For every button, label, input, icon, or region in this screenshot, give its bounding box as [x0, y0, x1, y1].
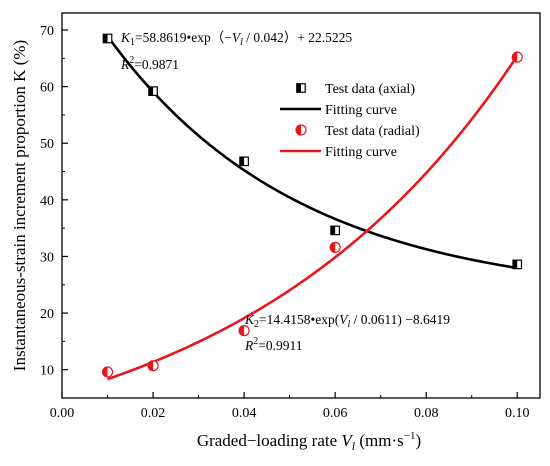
radial-data-point [147, 360, 159, 372]
axial-r-squared: R2=0.9871 [120, 55, 179, 72]
axial-data-point [148, 86, 158, 96]
x-tick-label: 0.06 [323, 406, 348, 421]
legend-axial-marker [296, 83, 306, 93]
x-tick-label: 0.04 [232, 406, 257, 421]
y-tick-label: 70 [40, 24, 54, 39]
legend-radial-marker [295, 124, 307, 136]
radial-data-point [238, 325, 250, 337]
radial-data-point [101, 366, 114, 378]
plot-area [61, 12, 541, 399]
x-tick-label: 0.08 [414, 406, 439, 421]
axial-fit-curve [106, 35, 518, 270]
axial-equation: K1=58.8619•exp（−Vl / 0.042）+ 22.5225 [120, 30, 352, 48]
radial-equation: K2=14.4158•exp(Vl / 0.0611) −8.6419 [244, 312, 450, 330]
y-tick-label: 40 [40, 194, 54, 209]
legend-label: Fitting curve [325, 103, 397, 118]
radial-fit-curve [107, 55, 519, 381]
y-tick-label: 60 [40, 81, 54, 96]
y-tick-label: 10 [40, 364, 54, 379]
x-axis-ticks: 0.00 0.02 0.04 0.06 0.08 0.10 [50, 392, 530, 421]
axial-data-point [512, 259, 523, 270]
legend-label: Test data (axial) [325, 82, 415, 97]
x-tick-label: 0.02 [141, 406, 166, 421]
y-tick-label: 50 [40, 137, 54, 152]
data-points [101, 33, 523, 378]
y-tick-label: 30 [40, 250, 54, 265]
y-axis-title: Instantaneous-strain increment proportio… [10, 40, 29, 371]
x-tick-label: 0.10 [505, 406, 530, 421]
radial-data-point [511, 51, 523, 63]
radial-r-squared: R2=0.9911 [244, 336, 303, 353]
axis-titles: Graded−loading rate Vl (mm·s−1) Instantan… [10, 40, 421, 453]
x-tick-label: 0.00 [50, 406, 75, 421]
axial-data-point [239, 156, 249, 167]
plot-frame [61, 12, 541, 399]
x-axis-title: Graded−loading rate Vl (mm·s−1) [197, 430, 421, 453]
equation-annotations: K1=58.8619•exp（−Vl / 0.042）+ 22.5225 R2=0… [120, 30, 450, 353]
y-axis-ticks: 10 20 30 40 50 60 70 [40, 24, 68, 379]
axial-data-point [102, 33, 113, 44]
fit-curves [106, 35, 519, 381]
legend: Test data (axial) Fitting curve Test data … [280, 82, 420, 160]
axial-data-point [330, 225, 340, 236]
radial-data-point [329, 241, 341, 253]
legend-label: Test data (radial) [325, 124, 420, 139]
y-tick-label: 20 [40, 307, 54, 322]
legend-label: Fitting curve [325, 145, 397, 160]
